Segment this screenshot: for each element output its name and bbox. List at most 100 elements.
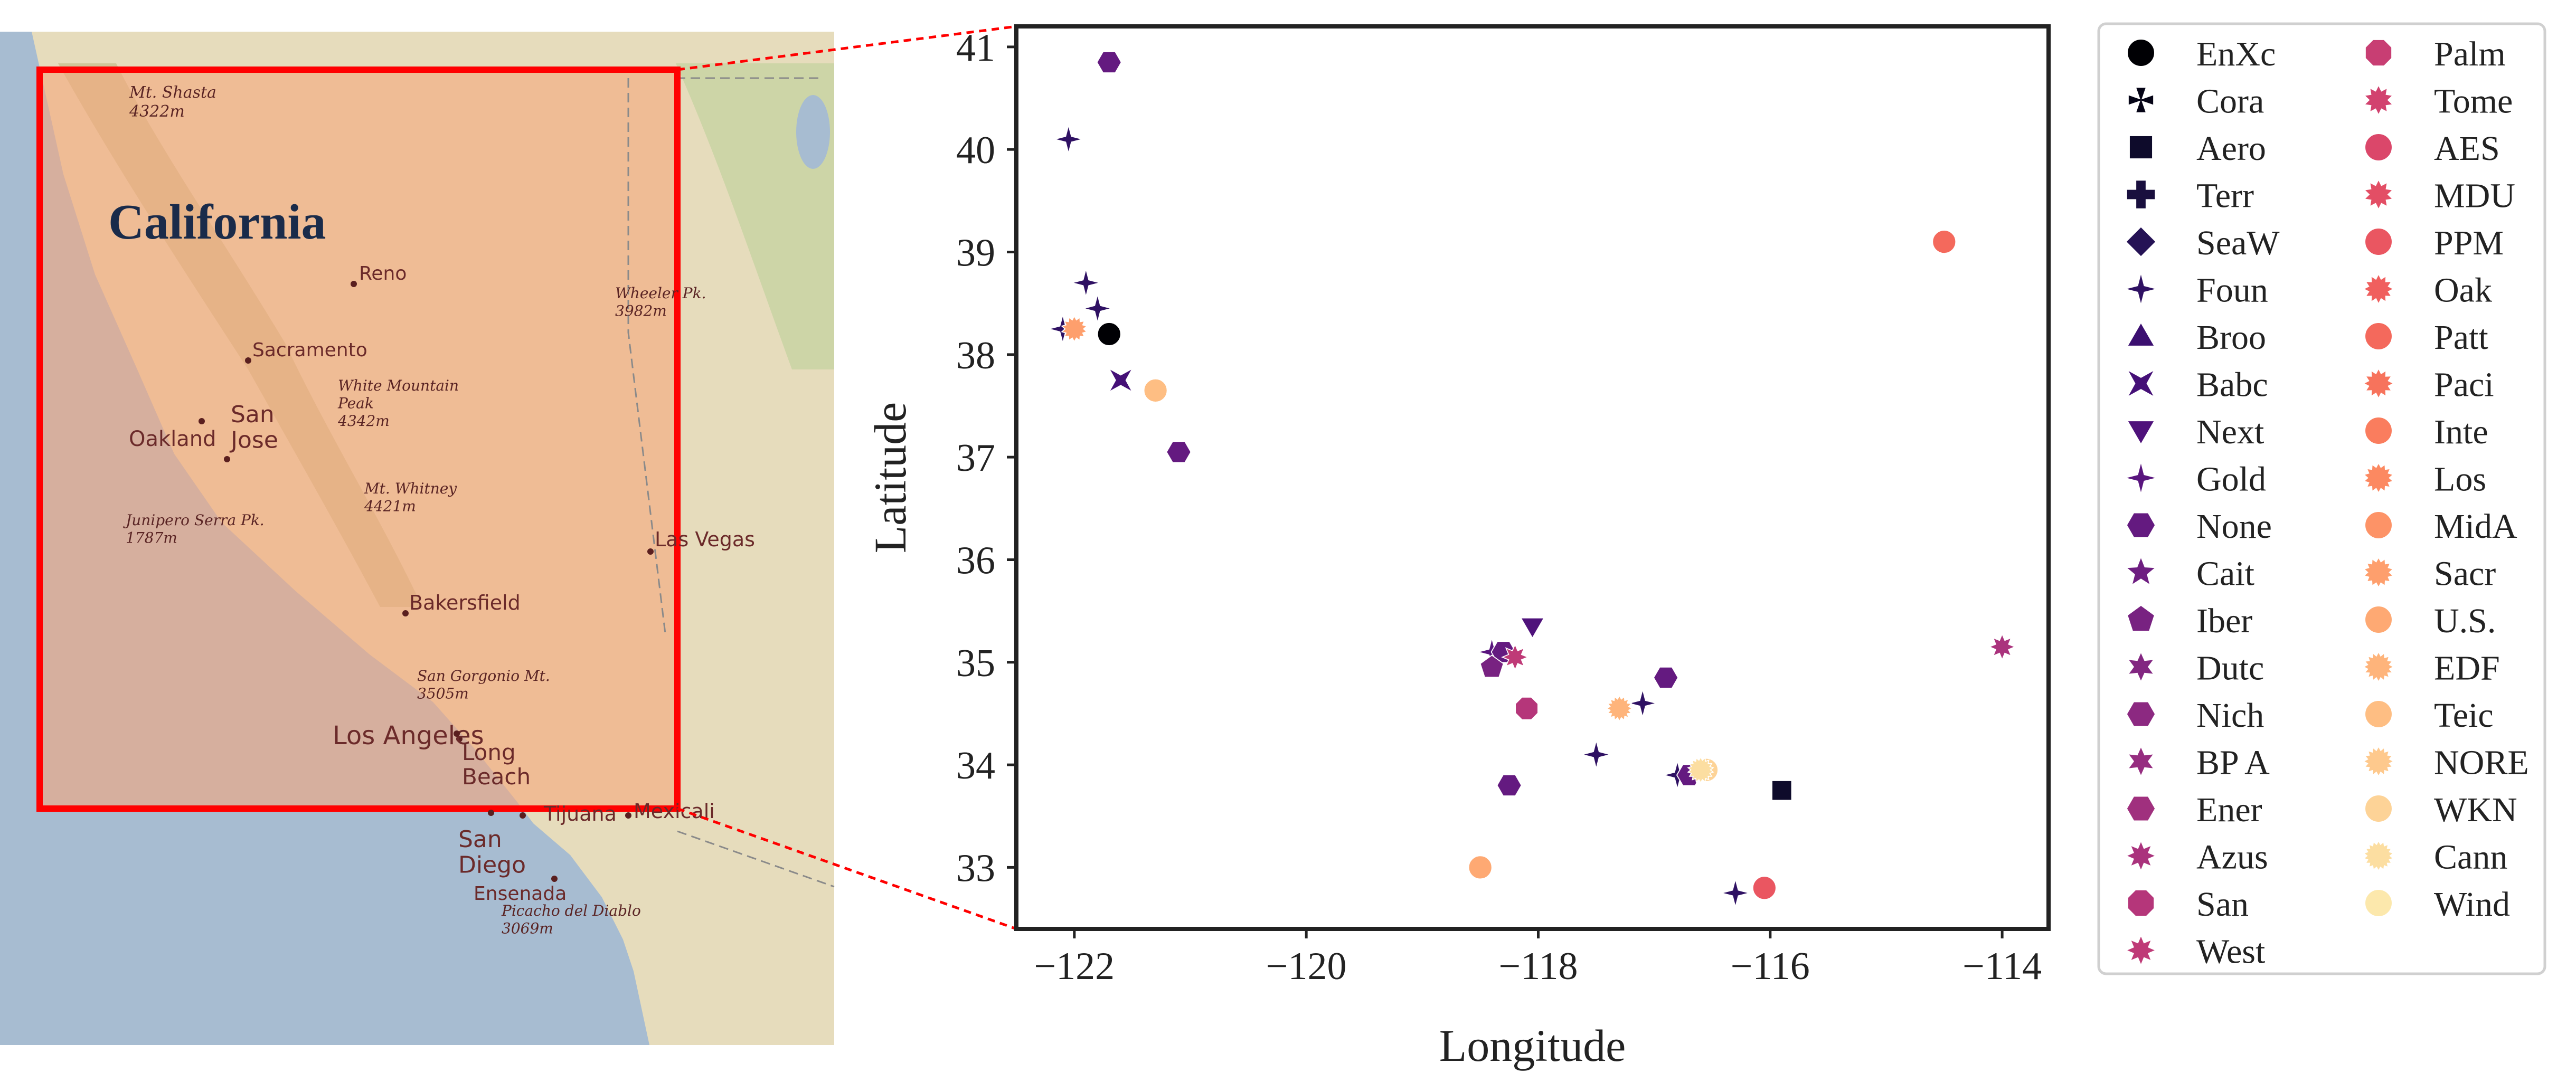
legend-label: Ener bbox=[2196, 791, 2262, 829]
connector-top bbox=[677, 25, 1017, 71]
x-tick-label: −118 bbox=[1498, 945, 1578, 988]
data-point bbox=[1932, 230, 1957, 254]
legend-marker bbox=[2126, 745, 2156, 778]
data-point bbox=[1606, 695, 1634, 723]
legend-marker bbox=[2126, 420, 2156, 446]
legend-label: Foun bbox=[2196, 271, 2268, 310]
y-tick-label: 37 bbox=[956, 436, 995, 480]
place-dot bbox=[402, 610, 409, 616]
legend-marker bbox=[2126, 38, 2156, 68]
lake bbox=[796, 95, 830, 169]
zoom-connector-lines bbox=[677, 25, 1017, 930]
connector-bottom bbox=[677, 807, 1017, 930]
legend-label: Palm bbox=[2434, 35, 2506, 73]
place-label: San Jose bbox=[229, 401, 278, 453]
legend-marker bbox=[2364, 39, 2393, 67]
data-point bbox=[1081, 292, 1114, 325]
place-label: Mexicali bbox=[634, 800, 715, 823]
place-label: Reno bbox=[359, 263, 407, 284]
data-point bbox=[1072, 269, 1100, 297]
y-tick-label: 41 bbox=[956, 26, 995, 70]
legend-label: Inte bbox=[2434, 413, 2488, 451]
data-point bbox=[1166, 441, 1192, 463]
place-dot bbox=[625, 812, 631, 819]
legend-label: Cait bbox=[2196, 555, 2254, 593]
legend-label: Cora bbox=[2196, 82, 2264, 121]
peak-label: Picacho del Diablo 3069m bbox=[501, 902, 641, 937]
legend-label: Babc bbox=[2196, 366, 2268, 404]
legend-label: AES bbox=[2434, 129, 2500, 168]
data-point bbox=[1719, 877, 1751, 909]
y-tick-label: 36 bbox=[956, 539, 995, 582]
legend-marker bbox=[2363, 178, 2394, 211]
peak-label: Mt. Shasta 4322m bbox=[129, 83, 216, 121]
data-point bbox=[1479, 654, 1504, 678]
place-label: Las Vegas bbox=[655, 528, 755, 551]
legend-marker bbox=[2124, 934, 2158, 967]
data-point bbox=[1097, 322, 1121, 346]
y-tick-label: 38 bbox=[956, 334, 995, 377]
place-label: Sacramento bbox=[252, 339, 367, 361]
place-dot bbox=[199, 418, 205, 424]
legend-label: Next bbox=[2196, 413, 2264, 451]
data-point bbox=[1687, 756, 1714, 784]
legend-marker bbox=[2127, 889, 2155, 917]
data-point bbox=[1096, 51, 1122, 73]
legend-label: WKN bbox=[2434, 791, 2517, 829]
legend-marker bbox=[2364, 416, 2393, 445]
x-axis-label: Longitude bbox=[1439, 1020, 1626, 1071]
plot-frame bbox=[1014, 24, 2051, 931]
legend-label: Gold bbox=[2196, 460, 2266, 499]
place-dot bbox=[551, 876, 558, 882]
place-label: Bakersfield bbox=[409, 591, 521, 614]
legend-marker bbox=[2362, 839, 2395, 872]
map-layer: California Reno Sacramento San Jose Oakland Ba… bbox=[0, 32, 835, 1045]
legend-label: BP A bbox=[2196, 744, 2270, 782]
legend-label: EDF bbox=[2434, 649, 2500, 688]
data-point bbox=[1771, 780, 1792, 801]
place-dot bbox=[488, 810, 494, 816]
legend-marker bbox=[2124, 272, 2158, 306]
legend-label: Terr bbox=[2196, 177, 2254, 215]
place-label: Long Beach bbox=[462, 739, 531, 790]
legend-marker bbox=[2363, 461, 2394, 495]
legend-label: EnXc bbox=[2196, 35, 2276, 73]
y-axis-label: Latitude bbox=[865, 402, 916, 554]
legend-marker bbox=[2364, 888, 2393, 918]
data-point bbox=[1143, 378, 1168, 403]
legend-marker bbox=[2362, 745, 2395, 778]
legend-label: MDU bbox=[2434, 177, 2515, 215]
data-point bbox=[1515, 697, 1539, 720]
place-dot bbox=[520, 812, 526, 819]
place-dot bbox=[351, 281, 357, 287]
legend-marker bbox=[2126, 701, 2156, 727]
place-label: Tijuana bbox=[543, 802, 617, 825]
region-highlight bbox=[40, 70, 677, 809]
mexico-border bbox=[677, 830, 835, 888]
legend-label: Wind bbox=[2434, 885, 2510, 924]
legend-label: Azus bbox=[2196, 838, 2268, 877]
y-tick-label: 40 bbox=[956, 129, 995, 172]
legend-label: Iber bbox=[2196, 602, 2252, 640]
legend-label: None bbox=[2196, 507, 2272, 546]
legend-marker bbox=[2125, 225, 2157, 258]
legend-marker bbox=[2362, 367, 2395, 400]
data-point bbox=[1988, 633, 2016, 661]
peak-label: Mt. Whitney 4421m bbox=[364, 480, 457, 515]
data-point bbox=[1468, 855, 1493, 880]
x-tick-label: −122 bbox=[1034, 945, 1115, 988]
legend-label: PPM bbox=[2434, 224, 2504, 262]
legend-label: U.S. bbox=[2434, 602, 2496, 640]
legend-label: Paci bbox=[2434, 366, 2494, 404]
legend-marker bbox=[2126, 179, 2156, 210]
legend-marker bbox=[2364, 132, 2393, 162]
legend-label: SeaW bbox=[2196, 224, 2280, 262]
legend-marker bbox=[2364, 321, 2393, 351]
desert-hills bbox=[676, 63, 834, 369]
y-tick-label: 35 bbox=[956, 642, 995, 685]
legend-marker bbox=[2124, 555, 2158, 586]
legend-label: Dutc bbox=[2196, 649, 2264, 688]
place-dot bbox=[456, 736, 463, 742]
legend-label: Teic bbox=[2434, 696, 2494, 735]
legend-label: West bbox=[2196, 933, 2265, 971]
